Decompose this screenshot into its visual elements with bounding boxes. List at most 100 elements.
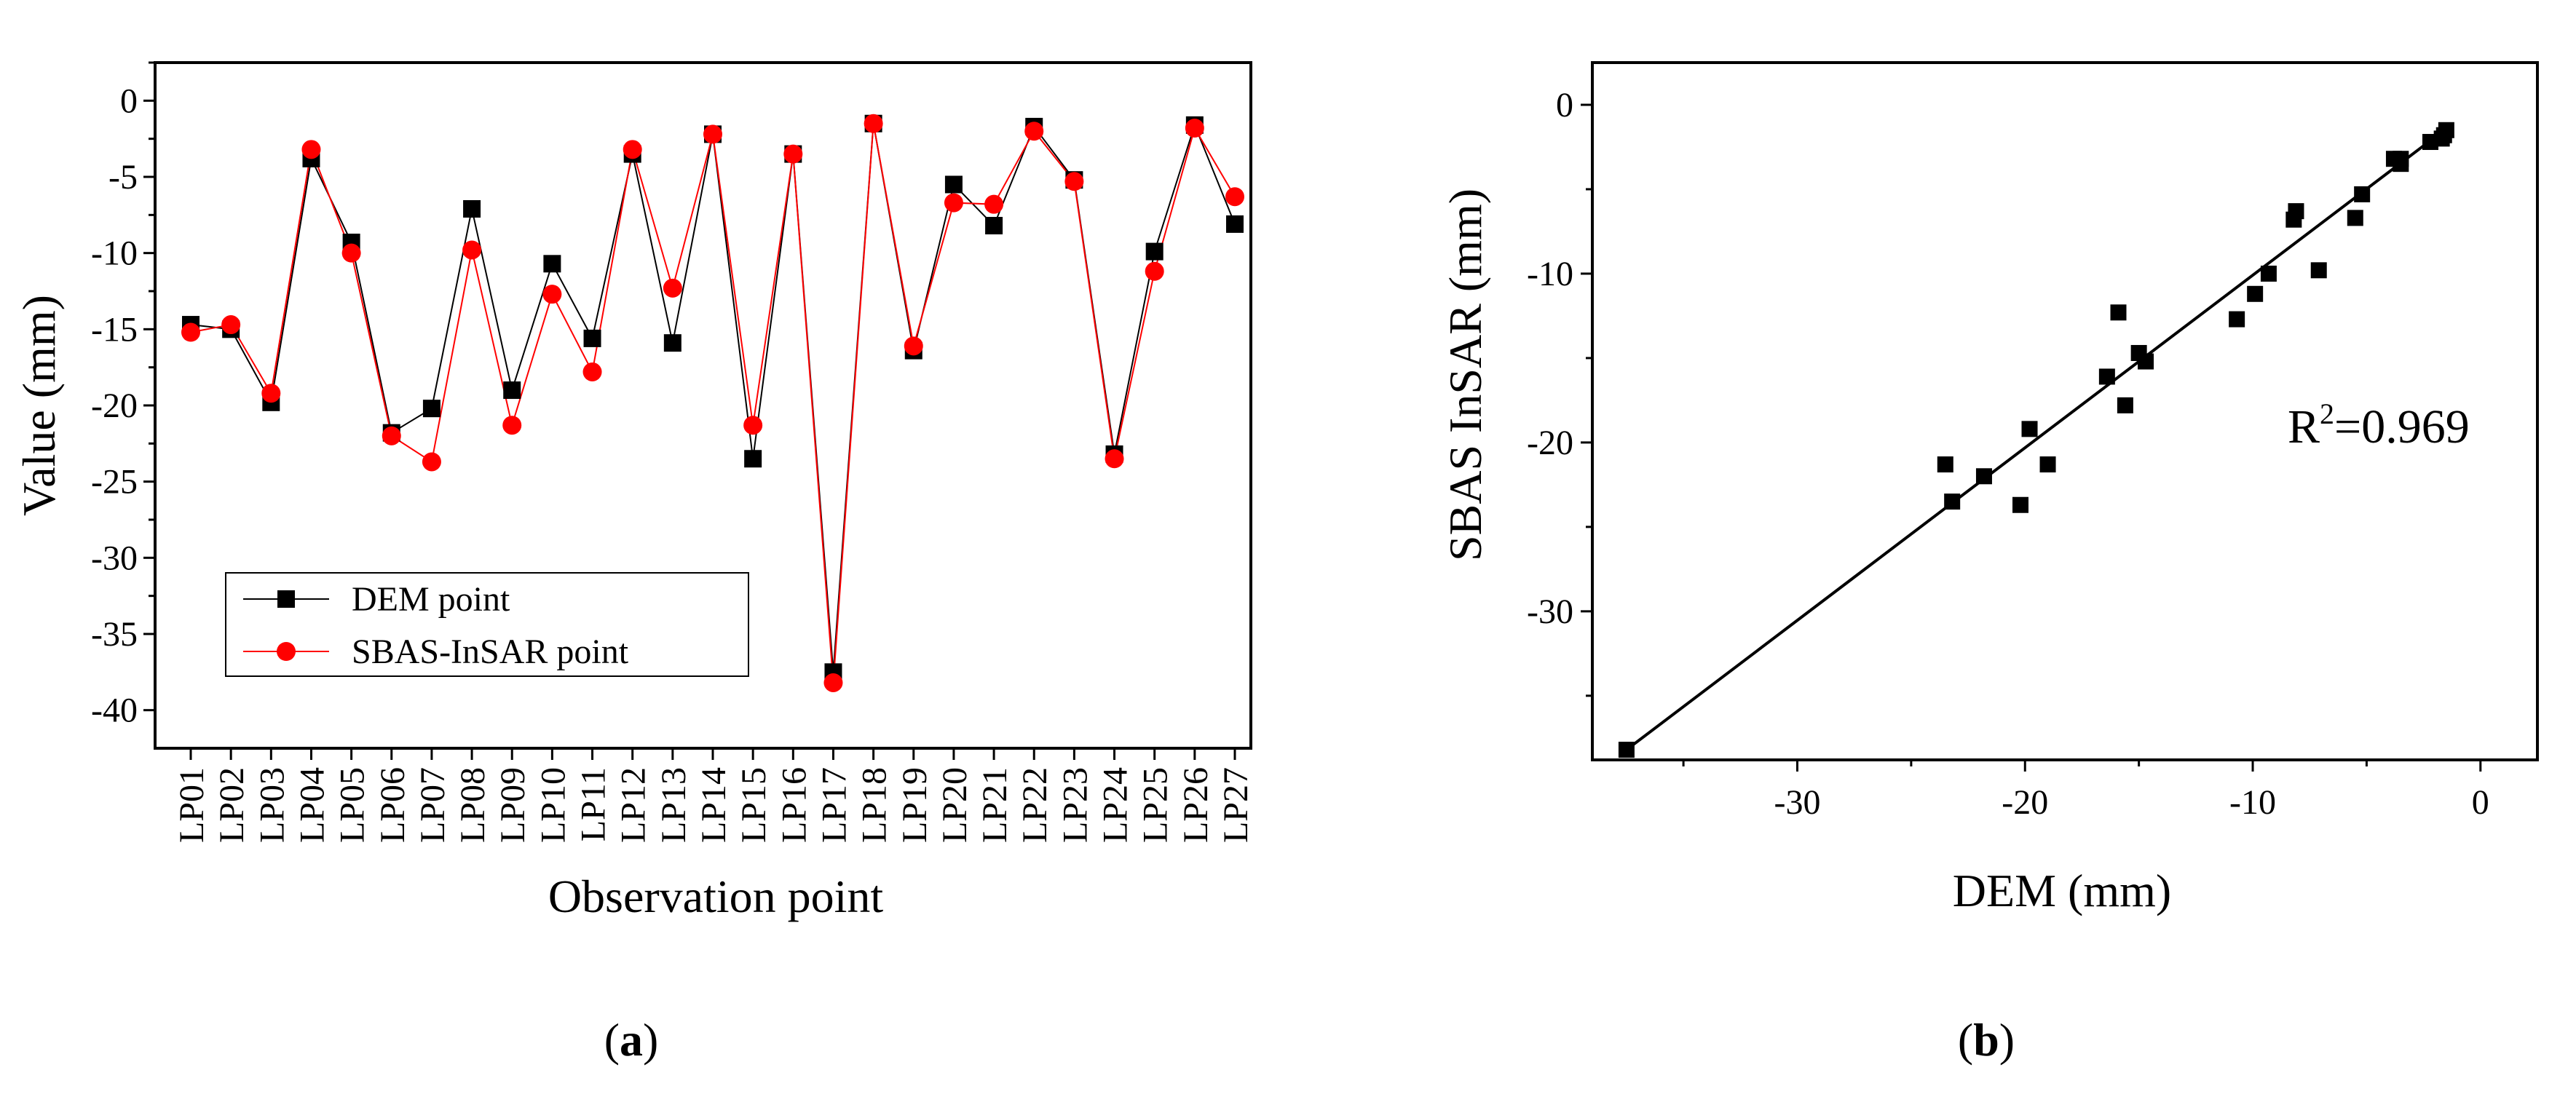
b-panel-label: (b) [1958, 1014, 2015, 1066]
b-y-tick-label: -20 [1527, 424, 1573, 462]
a-y-tick-label: -40 [91, 691, 138, 730]
b-x-tick-label: -10 [2229, 783, 2276, 822]
a-y-tick-label: 0 [120, 82, 138, 120]
a-x-tick-label: LP21 [976, 767, 1014, 843]
b-x-tick-label: 0 [2472, 783, 2489, 822]
a-y-tick-label: -20 [91, 386, 138, 425]
a-x-tick-label: LP07 [414, 767, 452, 843]
a-point-sbas [663, 278, 682, 298]
a-y-tick-label: -10 [91, 234, 138, 273]
a-x-tick-label: LP08 [454, 767, 492, 843]
b-r2-superscript: 2 [2320, 397, 2334, 430]
a-point-dem [503, 381, 521, 400]
a-legend-marker-dem [277, 590, 295, 608]
a-x-tick-label: LP02 [213, 767, 251, 843]
a-x-tick-label: LP05 [333, 767, 372, 843]
a-point-sbas [823, 673, 843, 692]
a-x-tick-label: LP24 [1097, 767, 1135, 843]
a-x-tick-label: LP22 [1016, 767, 1054, 843]
b-r2-annotation: R2=0.969 [2288, 397, 2470, 453]
a-point-dem [1145, 242, 1163, 261]
a-point-sbas [301, 140, 321, 159]
a-point-dem [663, 334, 681, 352]
a-x-tick-label: LP13 [655, 767, 693, 843]
b-scatter-point [2347, 210, 2363, 226]
b-fit-line [1625, 124, 2452, 751]
a-point-sbas [703, 124, 722, 144]
a-y-tick-label: -15 [91, 310, 138, 349]
b-r2-suffix: =0.969 [2334, 400, 2470, 453]
a-point-dem [422, 400, 440, 418]
a-point-sbas [1225, 187, 1244, 207]
b-scatter-point [2260, 265, 2277, 282]
b-y-tick-label: -30 [1527, 592, 1573, 631]
a-point-dem [944, 175, 963, 194]
b-scatter-point [2393, 151, 2409, 167]
a-point-sbas [261, 384, 281, 403]
a-point-dem [744, 450, 762, 468]
b-tick-labels: -30 -20 -10 0 0 -10 -20 -30 [1527, 86, 2489, 822]
a-point-sbas [502, 416, 522, 435]
a-point-dem [543, 255, 561, 273]
a-x-tick-label: LP27 [1217, 767, 1255, 843]
a-x-tick-label: LP23 [1056, 767, 1094, 843]
b-scatter-point [2288, 203, 2304, 220]
a-point-sbas [1024, 122, 1044, 141]
a-x-tick-label: LP15 [735, 767, 773, 843]
a-x-tick-label: LP17 [815, 767, 853, 843]
a-legend-box [225, 572, 749, 677]
scatter-chart-panel-b: -30 -20 -10 0 0 -10 -20 -30 SBAS InSAR (mm) DEM… [1439, 61, 2539, 1066]
a-x-tick-label: LP11 [574, 767, 613, 841]
b-scatter-point [2438, 122, 2454, 138]
a-panel-label: (a) [604, 1014, 659, 1066]
a-legend-label-dem: DEM point [352, 580, 510, 619]
b-points-group [1618, 122, 2454, 758]
a-point-sbas [783, 144, 803, 164]
b-x-tick-label: -20 [2002, 783, 2048, 822]
a-legend-marker-sbas [277, 642, 296, 661]
a-x-tick-label: LP09 [494, 767, 532, 843]
b-scatter-point [2138, 353, 2154, 370]
b-x-tick-label: -30 [1774, 783, 1821, 822]
a-point-sbas [341, 243, 361, 263]
a-y-tick-label: -5 [108, 158, 138, 197]
a-panel-letter: a [620, 1014, 643, 1066]
a-point-sbas [382, 426, 401, 445]
a-x-tick-label: LP10 [534, 767, 572, 843]
a-point-sbas [1064, 172, 1084, 191]
a-point-dem [583, 329, 601, 347]
b-scatter-point [1944, 493, 1961, 510]
a-y-axis-title: Value (mm) [13, 295, 65, 516]
a-point-sbas [623, 140, 642, 159]
b-scatter-point [2354, 186, 2371, 202]
a-point-sbas [1185, 119, 1204, 138]
a-point-sbas [422, 452, 441, 472]
a-point-sbas [944, 193, 963, 213]
b-scatter-point [2039, 456, 2056, 473]
b-y-tick-label: -10 [1527, 255, 1573, 293]
a-x-tick-label: LP19 [896, 767, 934, 843]
a-x-tick-label: LP01 [173, 767, 211, 843]
b-scatter-point [1937, 456, 1953, 473]
a-point-sbas [542, 285, 562, 304]
a-point-dem [985, 216, 1003, 234]
a-x-tick-label: LP25 [1137, 767, 1175, 843]
a-x-tick-label: LP16 [775, 767, 813, 843]
a-y-tick-label: -35 [91, 615, 138, 654]
a-point-sbas [221, 315, 241, 335]
a-point-dem [1226, 215, 1244, 233]
a-series-group [181, 114, 1244, 692]
a-point-sbas [181, 322, 200, 342]
a-legend: DEM point SBAS-InSAR point [225, 572, 749, 677]
b-scatter-point [1975, 468, 1992, 485]
b-scatter-point [2310, 262, 2327, 279]
a-x-tick-label: LP14 [695, 767, 733, 843]
b-scatter-point [2098, 368, 2115, 385]
a-x-tick-label: LP06 [374, 767, 412, 843]
a-point-sbas [1105, 449, 1124, 469]
a-x-tick-label: LP18 [856, 767, 894, 843]
a-point-sbas [984, 194, 1004, 214]
b-panel-letter: b [1973, 1014, 1999, 1066]
a-point-dem [463, 199, 481, 218]
